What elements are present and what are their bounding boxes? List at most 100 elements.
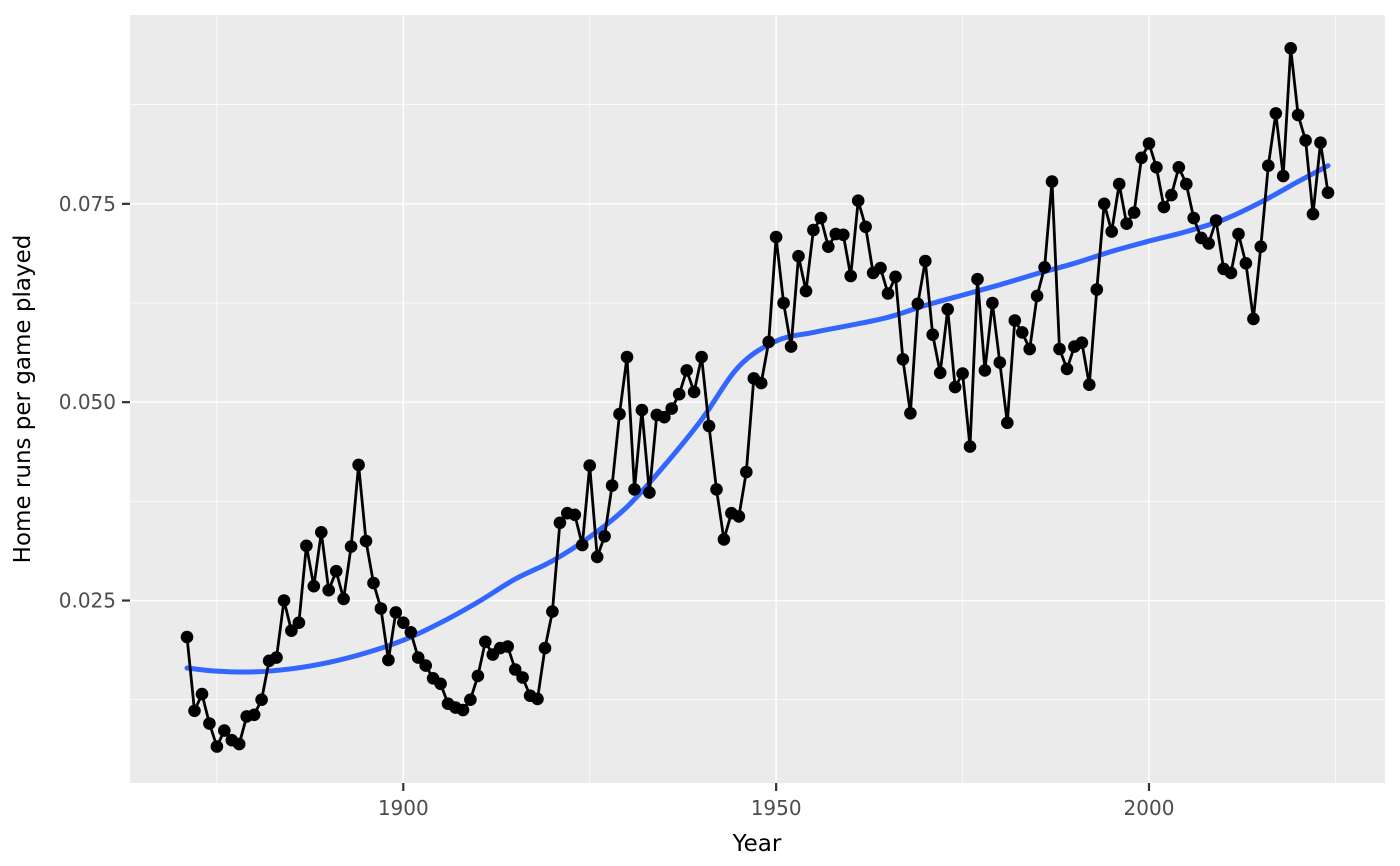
- data-point-1918: [531, 692, 544, 706]
- data-point-1939: [687, 385, 701, 399]
- data-point-1937: [672, 387, 686, 401]
- data-point-1948: [754, 376, 768, 390]
- data-point-1878: [232, 737, 246, 751]
- data-point-1981: [1001, 416, 1014, 430]
- data-point-2005: [1180, 177, 1193, 191]
- data-point-1895: [359, 534, 373, 548]
- data-point-1888: [307, 579, 321, 593]
- data-point-2000: [1142, 137, 1156, 150]
- data-point-2017: [1269, 107, 1283, 120]
- data-point-1897: [374, 602, 388, 615]
- data-point-1955: [807, 223, 820, 237]
- data-point-2008: [1202, 237, 1215, 250]
- data-point-1933: [643, 486, 656, 499]
- data-point-1916: [516, 671, 529, 684]
- data-point-1943: [717, 533, 731, 546]
- data-point-1957: [822, 240, 835, 253]
- data-point-1876: [218, 724, 231, 737]
- data-point-1898: [382, 653, 395, 667]
- data-point-1873: [195, 687, 209, 701]
- data-point-1925: [583, 459, 596, 472]
- data-point-1976: [963, 440, 977, 453]
- data-point-1977: [971, 272, 984, 286]
- data-point-1932: [635, 403, 649, 417]
- x-tick-label: 2000: [1124, 796, 1175, 820]
- data-point-1894: [352, 458, 365, 472]
- data-point-1959: [837, 228, 850, 242]
- data-point-1893: [344, 540, 358, 553]
- data-point-1940: [695, 350, 708, 364]
- data-point-1998: [1127, 206, 1141, 219]
- data-point-1899: [389, 606, 403, 619]
- data-point-1927: [598, 530, 611, 543]
- data-point-1950: [769, 230, 783, 244]
- data-point-1902: [411, 651, 425, 664]
- loess-smooth-path: [184, 163, 1331, 675]
- data-point-1928: [605, 479, 619, 492]
- loess-smooth-line: [184, 163, 1331, 675]
- data-point-1962: [859, 220, 872, 234]
- data-point-1979: [986, 296, 999, 310]
- data-point-1993: [1090, 283, 1104, 296]
- data-point-1954: [799, 284, 813, 298]
- data-point-1980: [993, 356, 1007, 369]
- data-point-1936: [665, 402, 678, 415]
- data-point-2001: [1150, 161, 1163, 174]
- y-tick-label: 0.050: [59, 390, 116, 414]
- x-axis-title: Year: [732, 831, 782, 857]
- data-point-1989: [1060, 362, 1074, 376]
- data-point-1983: [1015, 326, 1029, 339]
- data-point-1900: [397, 616, 410, 629]
- data-point-1973: [941, 303, 954, 316]
- data-point-1996: [1112, 177, 1126, 191]
- data-point-1972: [933, 366, 947, 380]
- data-point-1896: [367, 576, 380, 590]
- data-point-1901: [404, 626, 418, 639]
- data-point-1914: [501, 640, 514, 653]
- data-point-1935: [658, 410, 671, 424]
- data-point-1923: [568, 508, 582, 522]
- data-point-2018: [1276, 169, 1290, 183]
- data-point-1984: [1023, 342, 1036, 356]
- data-point-1885: [285, 624, 298, 637]
- data-point-1908: [456, 703, 470, 717]
- data-point-1929: [613, 407, 626, 421]
- data-point-1911: [479, 635, 492, 649]
- data-point-1909: [464, 693, 477, 706]
- data-point-1978: [978, 364, 992, 377]
- data-point-1874: [203, 717, 216, 730]
- data-point-2002: [1157, 200, 1171, 214]
- data-point-1887: [300, 539, 313, 553]
- data-point-1881: [255, 693, 268, 706]
- x-tick-label: 1950: [751, 796, 802, 820]
- data-point-1924: [576, 538, 589, 552]
- data-point-1886: [292, 616, 306, 629]
- y-tick-label: 0.075: [59, 192, 116, 216]
- data-point-1971: [926, 328, 939, 342]
- data-point-1965: [881, 287, 895, 300]
- data-point-2020: [1291, 108, 1305, 122]
- data-point-2023: [1314, 136, 1327, 149]
- data-point-2013: [1239, 257, 1253, 270]
- data-point-1926: [590, 550, 604, 564]
- y-tick-label: 0.025: [59, 589, 116, 613]
- data-point-1919: [538, 641, 552, 655]
- data-point-1966: [889, 270, 902, 284]
- data-point-2021: [1299, 134, 1312, 147]
- data-point-2022: [1306, 207, 1320, 221]
- data-point-1986: [1038, 261, 1051, 274]
- data-point-1883: [270, 651, 283, 664]
- data-point-2024: [1321, 186, 1335, 199]
- data-point-1945: [732, 510, 746, 523]
- data-point-1999: [1135, 151, 1148, 165]
- data-point-1960: [844, 269, 857, 283]
- data-point-1988: [1053, 342, 1066, 356]
- data-point-2004: [1172, 161, 1186, 174]
- data-point-1875: [210, 740, 224, 753]
- data-point-1982: [1008, 314, 1022, 327]
- axis-tick-labels: 1900 1950 2000 0.025 0.050 0.075: [59, 192, 1175, 820]
- axis-tick-marks: [122, 202, 1151, 791]
- data-point-1994: [1097, 197, 1111, 211]
